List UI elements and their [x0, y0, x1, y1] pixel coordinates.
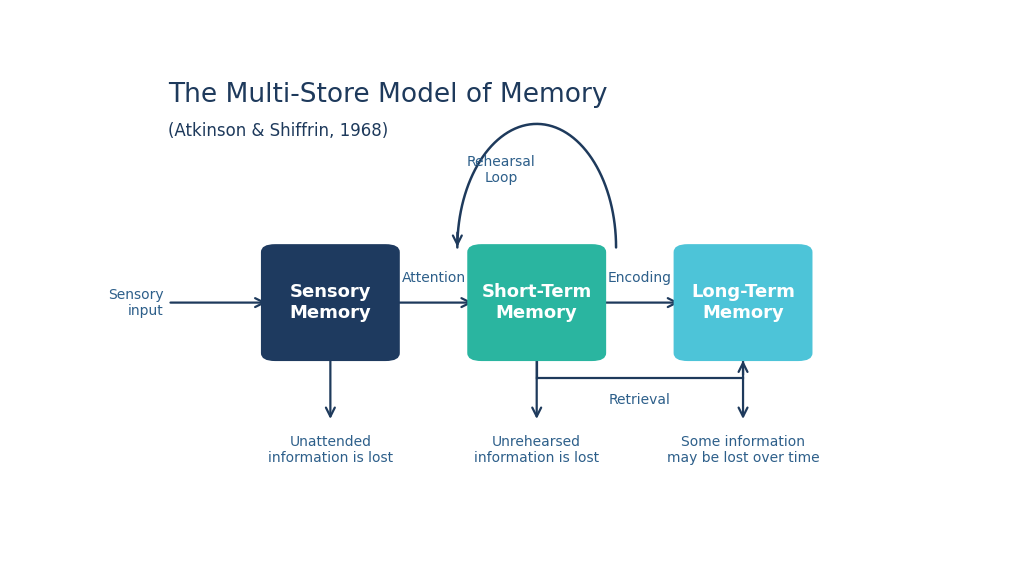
Text: Sensory
input: Sensory input: [109, 288, 164, 317]
Text: Rehearsal
Loop: Rehearsal Loop: [467, 155, 536, 185]
Text: Attention: Attention: [401, 271, 466, 285]
Text: Unrehearsed
information is lost: Unrehearsed information is lost: [474, 435, 599, 465]
Text: (Atkinson & Shiffrin, 1968): (Atkinson & Shiffrin, 1968): [168, 121, 388, 140]
Text: Long-Term
Memory: Long-Term Memory: [691, 283, 795, 322]
Text: The Multi-Store Model of Memory: The Multi-Store Model of Memory: [168, 82, 607, 108]
Text: Unattended
information is lost: Unattended information is lost: [268, 435, 393, 465]
Text: Encoding: Encoding: [608, 271, 672, 285]
FancyBboxPatch shape: [467, 244, 606, 361]
FancyBboxPatch shape: [674, 244, 812, 361]
Text: Retrieval: Retrieval: [609, 393, 671, 407]
FancyBboxPatch shape: [261, 244, 399, 361]
Text: Some information
may be lost over time: Some information may be lost over time: [667, 435, 819, 465]
Text: Sensory
Memory: Sensory Memory: [290, 283, 372, 322]
Text: Short-Term
Memory: Short-Term Memory: [481, 283, 592, 322]
